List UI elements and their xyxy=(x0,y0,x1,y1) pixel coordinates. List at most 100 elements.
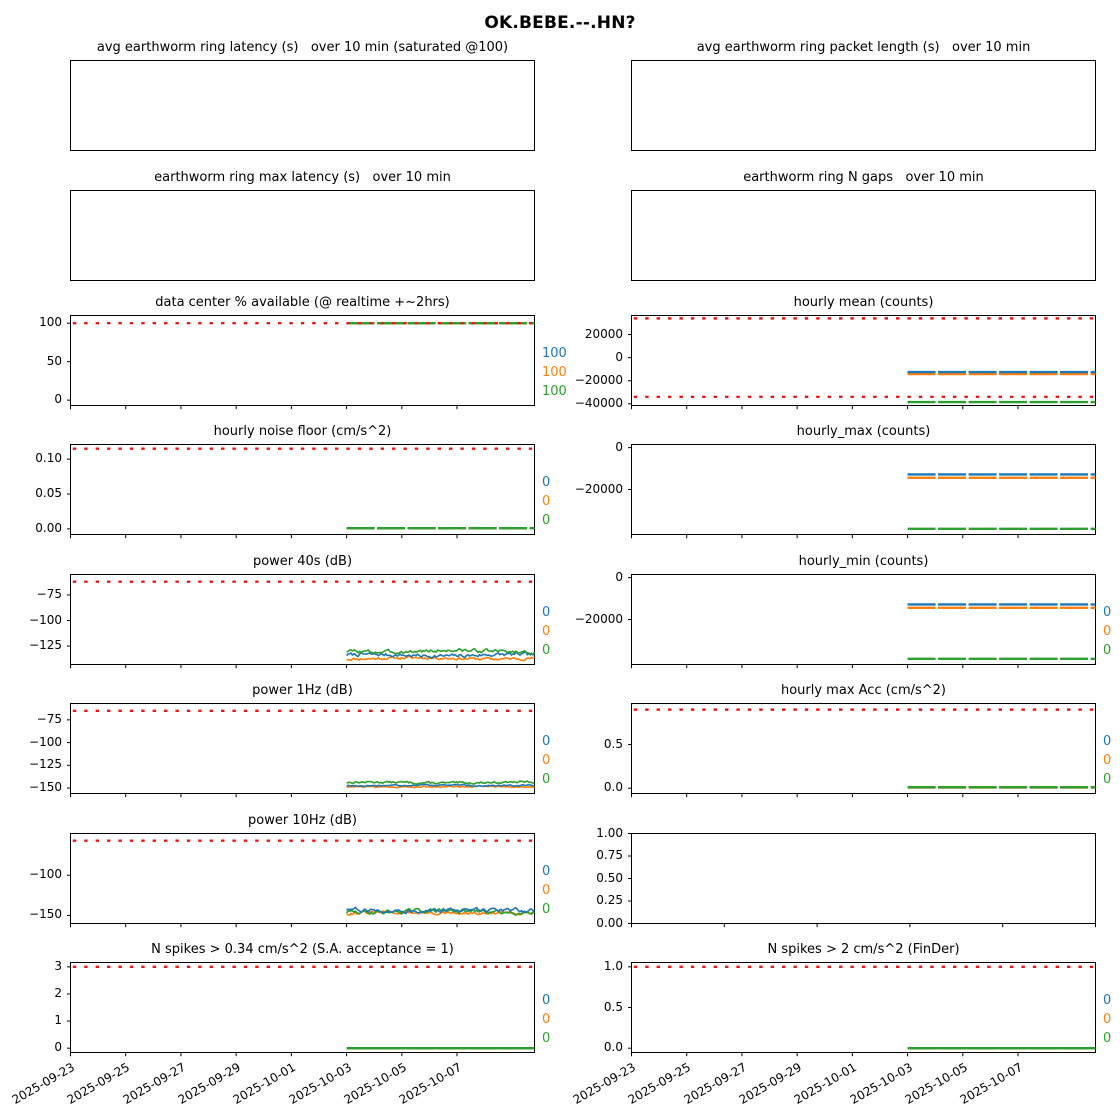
plot-canvas xyxy=(628,703,1096,798)
y-tick-label: 100 xyxy=(39,315,62,330)
legend-value-green: 0 xyxy=(1103,643,1112,659)
plot-canvas xyxy=(67,703,535,798)
plot-frame xyxy=(631,962,1096,1053)
subplot-title: hourly mean (counts) xyxy=(793,295,934,310)
legend-value-green: 0 xyxy=(1103,772,1112,788)
y-tick-label: 0.0 xyxy=(603,1040,623,1055)
y-tick-label: 0 xyxy=(615,439,623,454)
plot-canvas xyxy=(631,190,1096,281)
legend-value-orange: 0 xyxy=(1103,753,1112,769)
subplot-title: earthworm ring N gaps over 10 min xyxy=(743,170,984,185)
subplot-hourly-min: hourly_min (counts) 0 −20000 0 0 0 xyxy=(575,554,1111,669)
plot-canvas xyxy=(67,962,535,1057)
subplot-title: hourly noise floor (cm/s^2) xyxy=(213,424,392,439)
subplot-title: avg earthworm ring packet length (s) ove… xyxy=(696,40,1031,55)
plot-frame xyxy=(70,962,535,1053)
y-tick-label: 0.10 xyxy=(35,451,62,466)
plot-frame xyxy=(70,190,535,281)
legend-value-orange: 0 xyxy=(1103,1012,1112,1028)
figure-title: OK.BEBE.--.HN? xyxy=(484,13,636,33)
legend-value-green: 0 xyxy=(542,772,551,788)
plot-frame xyxy=(70,315,535,406)
y-tick-label: 0.05 xyxy=(35,486,62,501)
legend-value-blue: 0 xyxy=(542,605,551,621)
legend-value-blue: 0 xyxy=(542,734,551,750)
y-tick-label: 3 xyxy=(54,958,62,973)
y-tick-label: 0.00 xyxy=(596,915,623,930)
y-tick-label: 0.50 xyxy=(596,870,623,885)
legend-value-orange: 0 xyxy=(542,494,551,510)
subplot-title: hourly_max (counts) xyxy=(796,424,931,439)
plot-canvas xyxy=(70,190,535,281)
plot-canvas xyxy=(628,962,1096,1057)
plot-frame xyxy=(631,574,1096,665)
plot-canvas xyxy=(67,833,536,928)
subplot-hourly-noise-floor: hourly noise floor (cm/s^2) 0.10 0.05 0.00 0… xyxy=(35,424,550,539)
plot-frame xyxy=(631,190,1096,281)
subplot-n-spikes-finder: N spikes > 2 cm/s^2 (FinDer) 1.0 0.5 0.0 0 0 0… xyxy=(571,942,1112,1107)
plot-canvas xyxy=(67,574,536,669)
y-tick-label: 20000 xyxy=(584,326,623,341)
subplot-title: earthworm ring max latency (s) over 10 m… xyxy=(154,170,451,185)
subplot-title: N spikes > 0.34 cm/s^2 (S.A. acceptance … xyxy=(151,942,454,957)
series-line-blue xyxy=(346,783,535,788)
y-tick-label: 0 xyxy=(615,349,623,364)
y-tick-label: 0.75 xyxy=(596,848,623,862)
subplot-title: power 1Hz (dB) xyxy=(252,683,353,698)
y-tick-label: −125 xyxy=(29,638,62,653)
legend-value-blue: 0 xyxy=(1103,605,1112,621)
legend-value-orange: 0 xyxy=(1103,624,1112,640)
y-tick-label: 0.5 xyxy=(603,736,623,751)
plot-frame xyxy=(70,833,535,924)
subplot-title: data center % available (@ realtime +~2h… xyxy=(155,295,450,310)
y-tick-label: 0.25 xyxy=(596,893,623,907)
y-tick-label: −75 xyxy=(36,586,62,601)
subplot-title: hourly max Acc (cm/s^2) xyxy=(780,683,947,698)
y-tick-label: 50 xyxy=(46,353,62,368)
legend-value-blue: 0 xyxy=(542,864,551,880)
plot-frame xyxy=(70,60,535,151)
plot-frame xyxy=(631,444,1096,535)
y-tick-label: −125 xyxy=(29,757,62,772)
legend-value-orange: 0 xyxy=(542,624,551,640)
y-tick-label: −100 xyxy=(29,734,62,749)
subplot-title: N spikes > 2 cm/s^2 (FinDer) xyxy=(767,942,960,957)
series-line-orange xyxy=(346,784,535,789)
legend-value-green: 0 xyxy=(542,643,551,659)
series-line-green xyxy=(346,780,535,785)
plot-frame xyxy=(631,315,1096,406)
y-tick-label: 0.5 xyxy=(603,999,623,1014)
y-tick-label: −100 xyxy=(29,867,62,882)
subplot-power-10hz: power 10Hz (dB) −100 −150 0 0 0 xyxy=(29,813,550,928)
legend-value-blue: 0 xyxy=(1103,993,1112,1009)
legend-value-blue: 100 xyxy=(542,346,567,362)
y-tick-label: 1 xyxy=(54,1013,62,1028)
plot-canvas xyxy=(628,833,1096,928)
y-tick-label: −150 xyxy=(29,780,62,795)
legend-value-orange: 0 xyxy=(542,1012,551,1028)
y-tick-label: −100 xyxy=(29,612,62,627)
plot-frame xyxy=(631,60,1096,151)
legend-value-orange: 0 xyxy=(542,883,551,899)
subplot-avg-ring-latency: avg earthworm ring latency (s) over 10 m… xyxy=(70,40,535,151)
y-tick-label: 0.0 xyxy=(603,780,623,795)
legend-value-green: 100 xyxy=(542,384,567,400)
subplot-title: power 10Hz (dB) xyxy=(248,813,357,828)
legend-value-green: 0 xyxy=(542,513,551,529)
plot-frame xyxy=(70,574,535,665)
legend-value-blue: 0 xyxy=(542,993,551,1009)
legend-value-green: 0 xyxy=(542,1031,551,1047)
subplot-hourly-max: hourly_max (counts) 0 −20000 xyxy=(575,424,1096,539)
series-line-orange xyxy=(346,655,535,662)
legend-value-green: 0 xyxy=(1103,1031,1112,1047)
legend-value-orange: 0 xyxy=(542,753,551,769)
plot-canvas xyxy=(628,315,1096,410)
subplot-title: hourly_min (counts) xyxy=(798,554,929,569)
legend-value-green: 0 xyxy=(542,902,551,918)
subplot-hourly-max-acc: hourly max Acc (cm/s^2) 0.5 0.0 0 0 0 xyxy=(604,683,1111,798)
series-line-blue xyxy=(346,906,536,915)
y-tick-label: 2 xyxy=(54,985,62,1000)
y-tick-label: 0 xyxy=(54,1040,62,1055)
y-tick-label: 1.00 xyxy=(596,825,623,840)
